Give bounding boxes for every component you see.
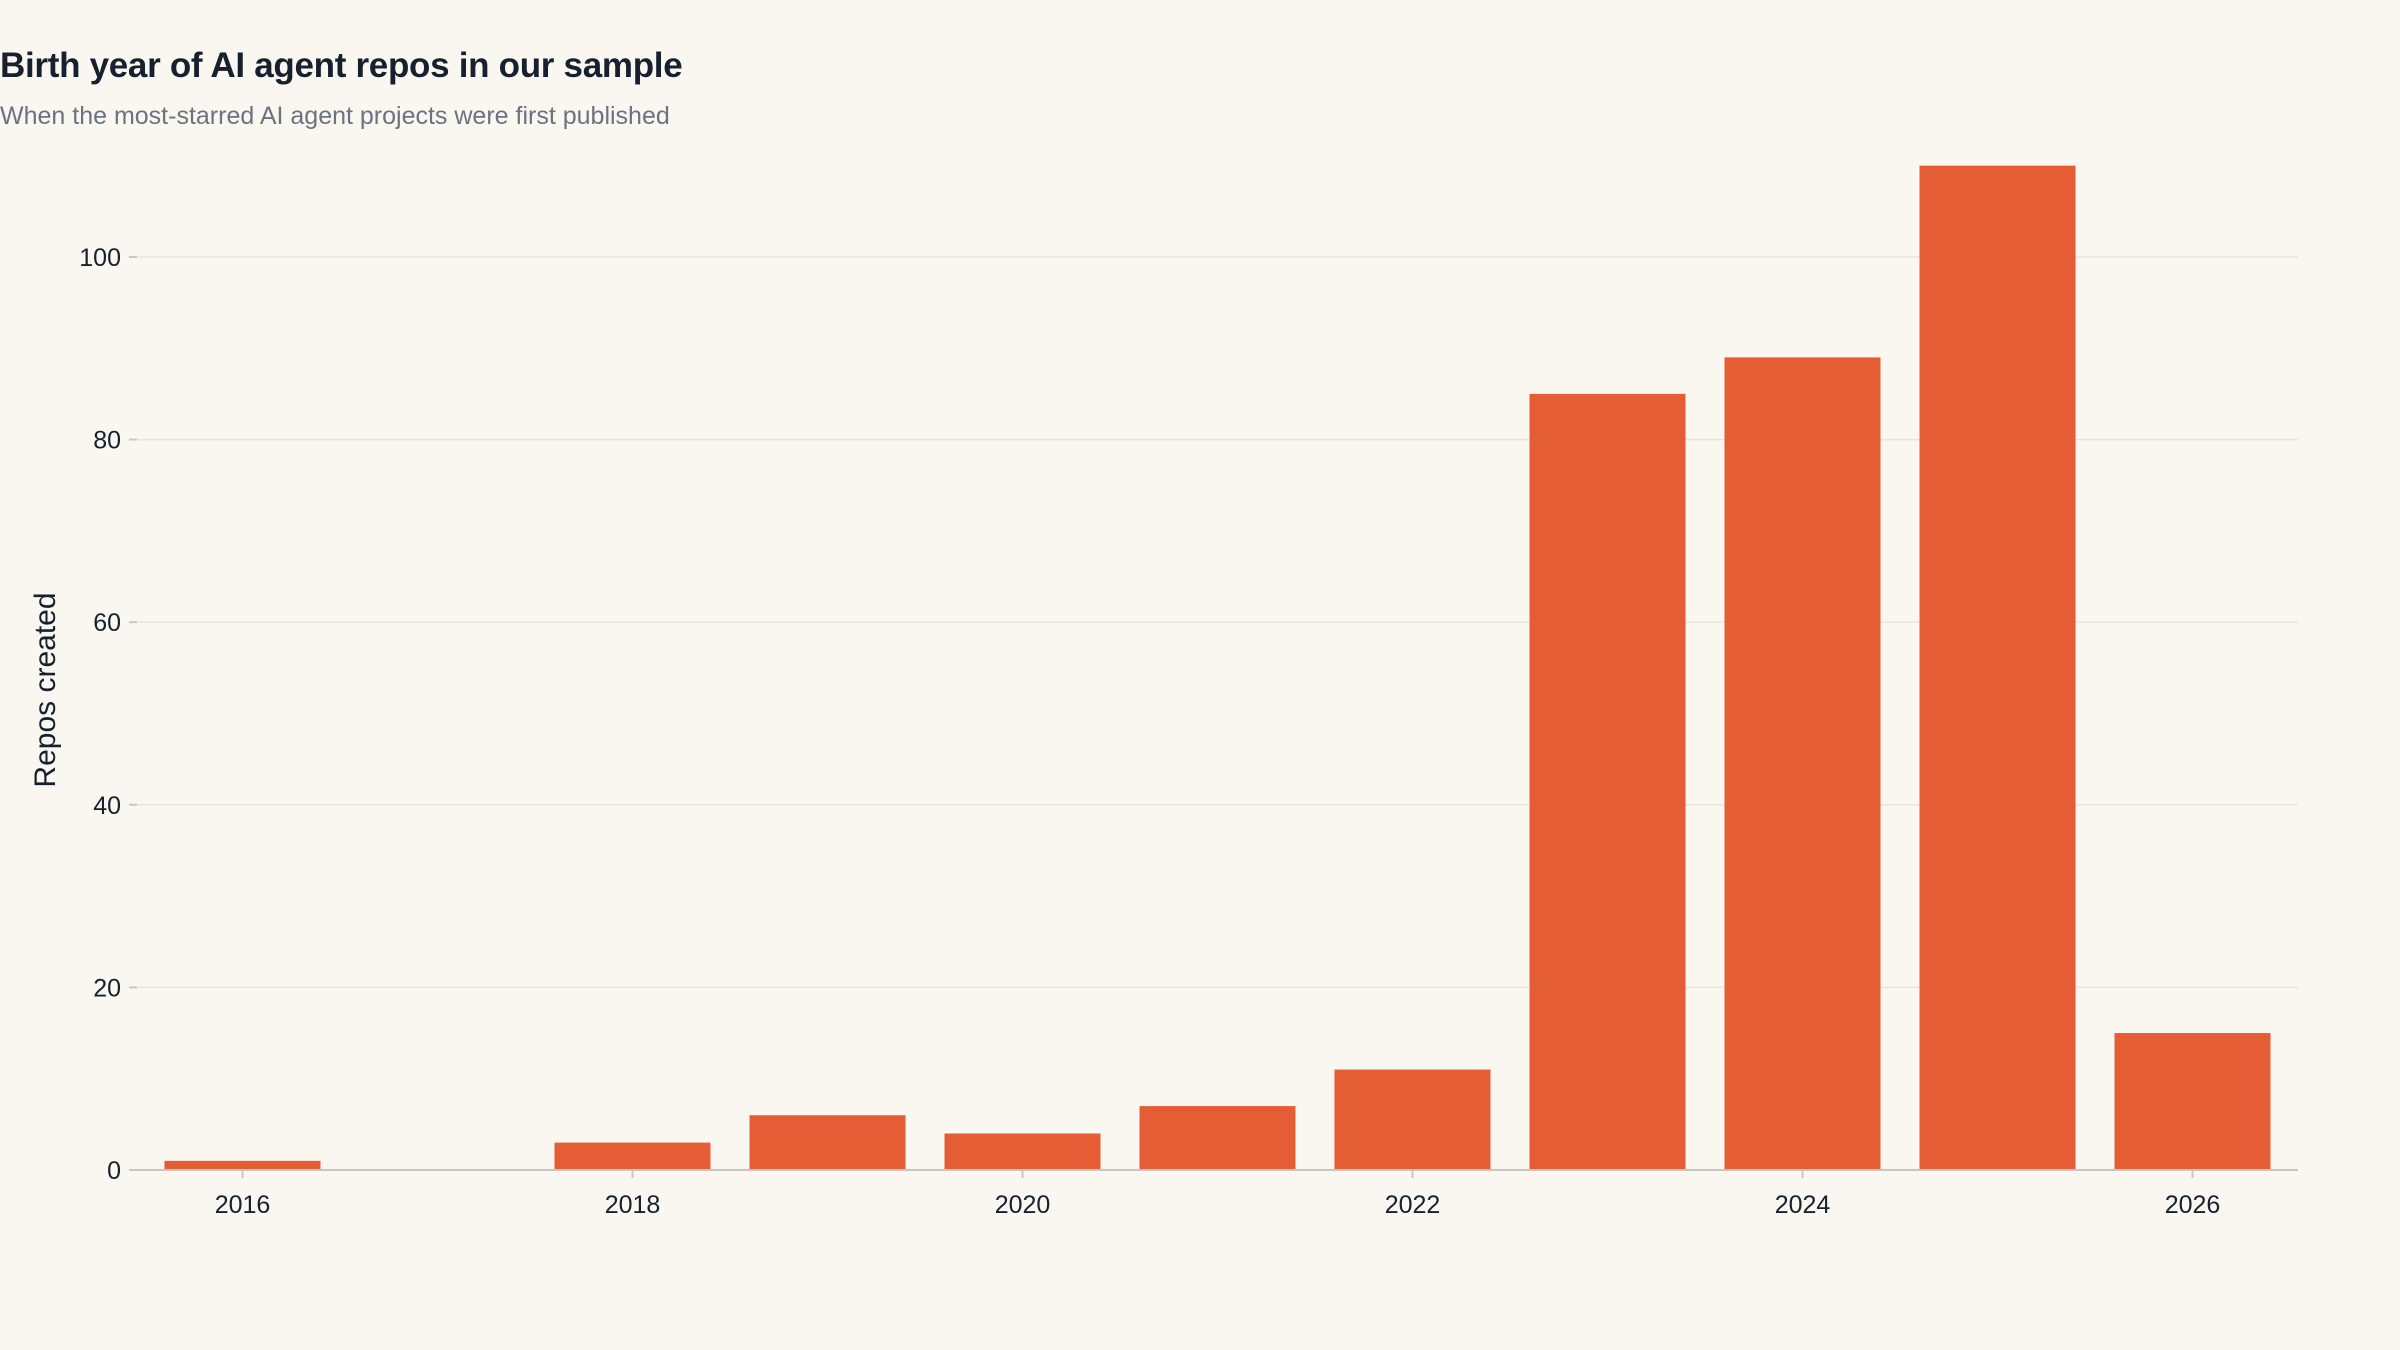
x-tick-label: 2020: [995, 1191, 1051, 1219]
bars: [164, 165, 2271, 1171]
x-tick-label: 2016: [215, 1191, 271, 1219]
y-tick-labels: 0 20 40 60 80 100: [79, 244, 137, 1185]
y-tick-label: 60: [93, 609, 121, 637]
chart-title: Birth year of AI agent repos in our samp…: [0, 46, 683, 85]
x-tick-label: 2026: [2165, 1191, 2221, 1219]
x-tick-labels: 2016 2018 2020 2022 2024 2026: [215, 1170, 2221, 1219]
bar-2020: [944, 1133, 1101, 1170]
y-axis-label: Repos created: [29, 592, 62, 787]
bar-2018: [554, 1142, 711, 1170]
bar-2025: [1919, 165, 2076, 1171]
y-tick-label: 80: [93, 427, 121, 455]
bar-2019: [749, 1115, 906, 1170]
x-tick-label: 2024: [1775, 1191, 1831, 1219]
bar-2023: [1529, 393, 1686, 1170]
y-tick-label: 40: [93, 792, 121, 820]
y-tick-label: 20: [93, 974, 121, 1002]
bar-2022: [1334, 1069, 1491, 1170]
bar-2016: [164, 1160, 321, 1170]
chart-subtitle: When the most-starred AI agent projects …: [0, 102, 670, 130]
y-tick-label: 0: [107, 1157, 121, 1185]
bar-2026: [2114, 1033, 2271, 1170]
x-tick-label: 2018: [605, 1191, 661, 1219]
bar-2021: [1139, 1106, 1296, 1170]
x-tick-label: 2022: [1385, 1191, 1441, 1219]
bar-2024: [1724, 357, 1881, 1170]
y-tick-label: 100: [79, 244, 121, 272]
